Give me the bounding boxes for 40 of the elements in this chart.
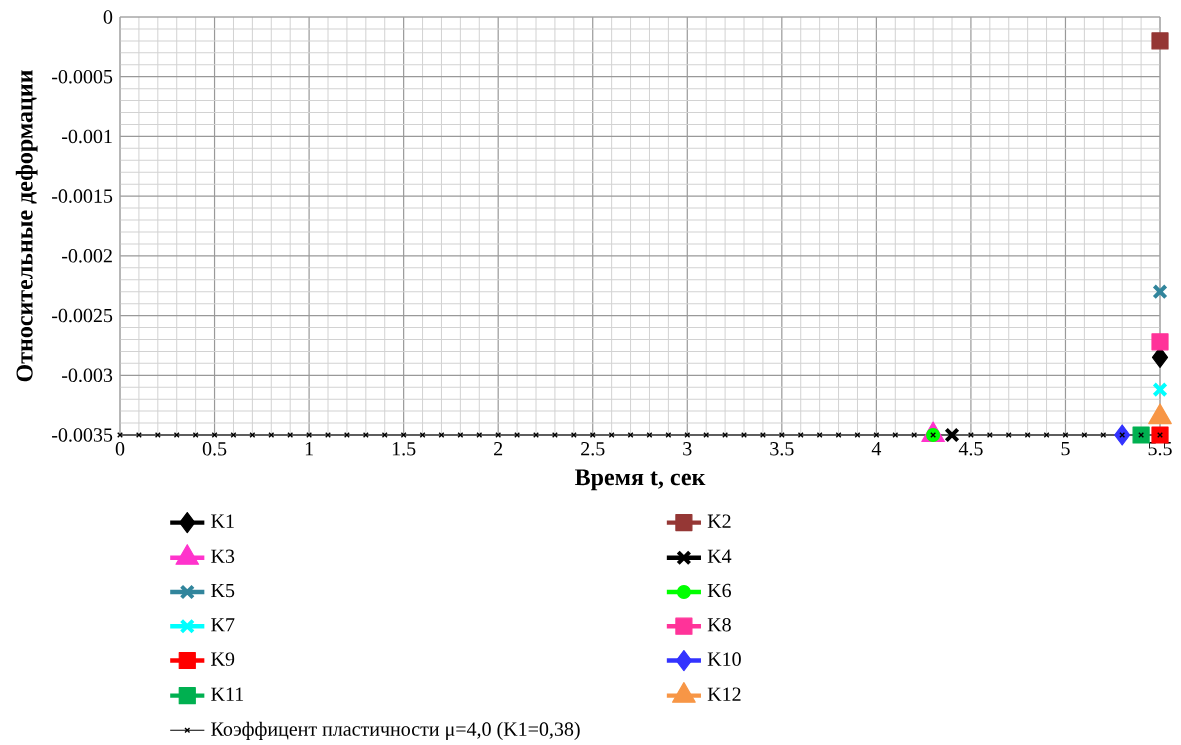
legend-label: K3 <box>211 549 235 564</box>
legend-label: K12 <box>707 687 741 701</box>
x-tick-label: 3.5 <box>770 442 794 456</box>
y-axis-title: Относительные деформации <box>15 70 38 382</box>
legend-label: K6 <box>707 583 732 598</box>
x-tick-label: 2.5 <box>581 442 605 456</box>
legend-label: K1 <box>211 514 234 528</box>
x-tick-label: 4 <box>871 442 882 456</box>
legend-label: K4 <box>707 549 732 563</box>
legend-label: K7 <box>211 618 235 632</box>
y-tick-label: -0.002 <box>62 249 112 263</box>
point <box>1152 284 1168 300</box>
x-tick-label: 1 <box>305 442 313 456</box>
legend-label: Коэффицент пластичности μ=4,0 (K1=0,38) <box>211 721 580 740</box>
y-tick-label: -0.0015 <box>52 189 113 203</box>
legend-label: K2 <box>707 514 731 528</box>
point <box>1151 32 1169 50</box>
legend-label: K9 <box>211 652 235 666</box>
legend-label: K8 <box>707 618 731 632</box>
x-tick-label: 1.5 <box>392 442 416 456</box>
y-tick-label: -0.0025 <box>52 308 113 323</box>
y-tick-label: -0.001 <box>62 129 112 144</box>
point <box>1151 333 1169 351</box>
y-tick-label: -0.003 <box>62 368 113 383</box>
y-tick-label: -0.0005 <box>52 69 113 84</box>
x-axis-title: Время t, сек <box>575 469 706 491</box>
legend-label: K10 <box>707 652 741 666</box>
x-tick-label: 0.5 <box>202 442 227 456</box>
x-tick-label: 5 <box>1061 442 1070 456</box>
y-tick-label: 0 <box>103 10 113 24</box>
x-tick-label: 0 <box>115 442 125 456</box>
x-tick-label: 4.5 <box>958 442 983 456</box>
y-tick-label: -0.0035 <box>52 428 113 442</box>
point <box>1152 381 1168 398</box>
legend-label: K5 <box>211 583 235 598</box>
point <box>944 427 960 443</box>
point <box>1132 426 1150 444</box>
x-tick-label: 2 <box>494 442 503 456</box>
x-tick-label: 3 <box>683 442 692 456</box>
legend-label: K11 <box>211 687 244 701</box>
